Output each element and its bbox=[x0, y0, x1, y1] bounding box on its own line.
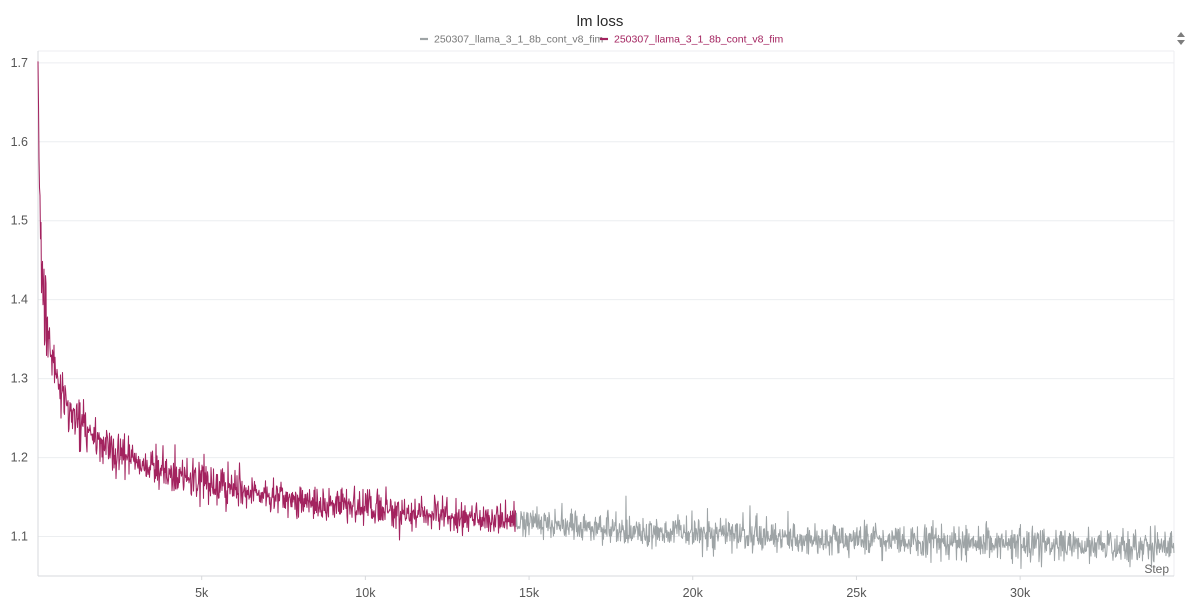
y-tick-label: 1.3 bbox=[11, 372, 28, 386]
sort-updown-icon[interactable] bbox=[1177, 32, 1185, 45]
y-tick-label: 1.5 bbox=[11, 214, 28, 228]
x-tick-label: 30k bbox=[1010, 586, 1031, 600]
x-axis-title: Step bbox=[1144, 562, 1169, 576]
legend-item-0: 250307_llama_3_1_8b_cont_v8_fim bbox=[420, 34, 604, 46]
x-axis-ticks: 5k 10k 15k 20k 25k 30k bbox=[195, 576, 1031, 600]
x-tick-label: 5k bbox=[195, 586, 209, 600]
y-tick-label: 1.7 bbox=[11, 56, 28, 70]
chart-title: lm loss bbox=[577, 13, 624, 30]
chart-grid bbox=[38, 50, 1175, 576]
x-tick-label: 10k bbox=[355, 586, 376, 600]
chart-legend: 250307_llama_3_1_8b_cont_v8_fim 250307_ll… bbox=[420, 34, 784, 46]
x-tick-label: 25k bbox=[846, 586, 867, 600]
x-tick-label: 15k bbox=[519, 586, 540, 600]
series-line-1 bbox=[37, 61, 517, 541]
y-axis-ticks: 1.1 1.2 1.3 1.4 1.5 1.6 1.7 bbox=[11, 56, 28, 544]
x-tick-label: 20k bbox=[683, 586, 704, 600]
series-line-0 bbox=[515, 495, 1175, 570]
y-tick-label: 1.2 bbox=[11, 451, 28, 465]
legend-item-1: 250307_llama_3_1_8b_cont_v8_fim bbox=[600, 34, 784, 46]
legend-label: 250307_llama_3_1_8b_cont_v8_fim bbox=[434, 34, 604, 46]
y-tick-label: 1.6 bbox=[11, 135, 28, 149]
chart-axes bbox=[37, 51, 1174, 577]
chart-series bbox=[37, 61, 1175, 570]
y-tick-label: 1.4 bbox=[11, 293, 28, 307]
legend-label: 250307_llama_3_1_8b_cont_v8_fim bbox=[614, 34, 784, 46]
y-tick-label: 1.1 bbox=[11, 530, 28, 544]
